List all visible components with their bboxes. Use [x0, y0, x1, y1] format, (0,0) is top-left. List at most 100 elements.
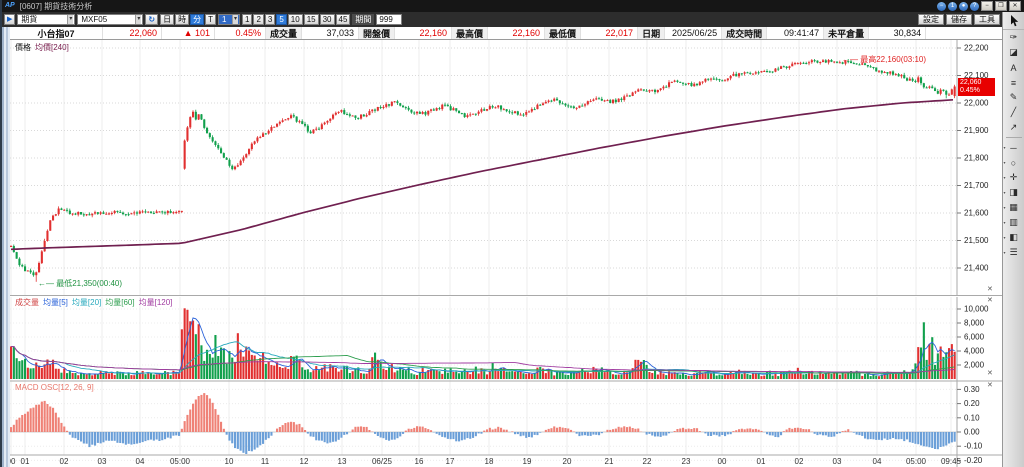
market-select-value: 期貨	[21, 15, 38, 24]
svg-text:6,000: 6,000	[964, 333, 985, 342]
line-style-icon[interactable]: ≡	[1010, 77, 1017, 88]
svg-text:03: 03	[98, 457, 107, 466]
left-splitter[interactable]	[2, 12, 10, 467]
range-input[interactable]: 999	[376, 14, 403, 25]
low-annotation: ←— 最低21,350(00:40)	[38, 279, 123, 288]
minimize-button[interactable]: −	[981, 1, 993, 11]
cursor-arrow-icon[interactable]	[1003, 12, 1024, 30]
settings-button[interactable]: 設定	[918, 14, 944, 25]
interval-button-5[interactable]: 5	[276, 14, 287, 25]
svg-text:17: 17	[446, 457, 455, 466]
price-legend-label: 價格	[15, 43, 31, 52]
volume-legend-item: 成交量	[15, 298, 39, 307]
last-price-tag-pct: 0.45%	[960, 87, 980, 94]
interval-button-45[interactable]: 45	[335, 14, 351, 25]
pane-close-icon-3[interactable]: ✕	[987, 370, 993, 377]
svg-text:21,800: 21,800	[964, 154, 989, 163]
interval-button-30[interactable]: 30	[319, 14, 335, 25]
arrow-tool-icon[interactable]: ↗	[1009, 122, 1018, 132]
last-price-tag: 22,060 0.45%	[958, 78, 995, 96]
play-button[interactable]: ▶	[4, 14, 16, 25]
svg-text:05:00: 05:00	[170, 457, 191, 466]
interval-button-1[interactable]: 1	[241, 14, 253, 25]
titlebar-round-button-3[interactable]: ●	[959, 1, 968, 11]
brush-tool-icon[interactable]: ✎	[1009, 92, 1018, 102]
contract-select[interactable]: MXF05 ▾	[77, 14, 144, 25]
svg-text:04: 04	[873, 457, 882, 466]
candles	[10, 59, 956, 379]
volume-pane-legend: 成交量 均量[5] 均量[20] 均量[60] 均量[120]	[15, 297, 176, 308]
quote-field-label: 開盤價	[359, 27, 396, 39]
lasso-tool-icon[interactable]: ✑	[1009, 32, 1018, 42]
range-label: 期間	[352, 14, 375, 25]
text-tool-icon[interactable]: A	[1010, 62, 1017, 73]
quote-field-label: 成交時間	[722, 27, 768, 39]
trendline-tool-icon[interactable]: ╱	[1010, 107, 1017, 117]
quote-field-label: 日期	[638, 27, 666, 39]
svg-text:09:45: 09:45	[941, 457, 962, 466]
quote-field-value: 09:41:47	[767, 27, 825, 39]
titlebar-round-button-2[interactable]: 1	[948, 1, 957, 11]
pin-tool-icon[interactable]: ▾ ✛	[1003, 172, 1018, 182]
list-tool-icon[interactable]: ▾ ☰	[1003, 247, 1018, 257]
pane-close-icon-2[interactable]: ✕	[987, 297, 993, 304]
svg-text:22,100: 22,100	[964, 71, 989, 80]
color-block-icon[interactable]: ▾ ◨	[1003, 187, 1018, 197]
svg-text:16: 16	[415, 457, 424, 466]
pane-close-icon-4[interactable]: ✕	[987, 382, 993, 389]
chevron-down-icon: ▾	[67, 15, 74, 24]
hline-tool-icon[interactable]: ▾ ─	[1003, 142, 1017, 153]
time-axis: 00 01 02 03 04 05:00 10 11 12 13 06/25 16 17 18 19 20 21…	[7, 457, 962, 466]
pane-close-icon-1[interactable]: ✕	[987, 286, 993, 293]
unit-select[interactable]: 1 ▾	[217, 14, 240, 25]
titlebar[interactable]: AP [0607] 期貨技術分析 −1 ●? − ❐ ✕	[2, 0, 1024, 12]
unit-select-value: 1	[221, 15, 227, 24]
ellipse-tool-icon[interactable]: ▾ ○	[1003, 157, 1017, 168]
svg-text:21,700: 21,700	[964, 181, 989, 190]
svg-text:21: 21	[605, 457, 614, 466]
last-price-tag-price: 22,060	[960, 79, 982, 86]
interval-button-15[interactable]: 15	[303, 14, 319, 25]
volume-ma120-line	[10, 345, 955, 373]
interval-button-10[interactable]: 10	[287, 14, 303, 25]
svg-text:02: 02	[60, 457, 69, 466]
svg-text:-0.10: -0.10	[964, 442, 983, 451]
svg-text:0.10: 0.10	[964, 413, 980, 422]
period-button-分[interactable]: 分	[190, 14, 205, 25]
svg-text:12: 12	[300, 457, 309, 466]
interval-button-2[interactable]: 2	[253, 14, 264, 25]
svg-text:10,000: 10,000	[964, 305, 989, 314]
last-price: 22,060	[103, 27, 162, 39]
volume-ma5-line	[10, 317, 955, 376]
high-annotation: ←— 最高22,160(03:10)	[842, 55, 927, 64]
titlebar-round-button-4[interactable]: ?	[970, 1, 979, 11]
svg-text:22: 22	[643, 457, 652, 466]
save-button[interactable]: 儲存	[946, 14, 972, 25]
bars-tool-icon[interactable]: ▾ ▥	[1003, 217, 1018, 227]
period-button-時[interactable]: 時	[175, 14, 190, 25]
volume-ma20-line	[10, 341, 955, 374]
market-select[interactable]: 期貨 ▾	[17, 14, 76, 25]
chart-image-icon[interactable]: ▾ ▦	[1003, 202, 1018, 212]
volume-legend-item: 均量[5]	[43, 298, 68, 307]
interval-button-3[interactable]: 3	[264, 14, 276, 25]
period-button-日[interactable]: 日	[160, 14, 175, 25]
period-button-T[interactable]: T	[205, 14, 216, 25]
svg-text:21,600: 21,600	[964, 209, 989, 218]
eraser-tool-icon[interactable]: ◪	[1009, 47, 1018, 57]
quote-bar: 小台指07 22,060 ▲ 101 0.45% 成交量 37,033 開盤價 22,…	[10, 27, 1004, 40]
contract-select-value: MXF05	[81, 15, 108, 24]
paint-tool-icon[interactable]: ▾ ◧	[1003, 232, 1018, 242]
price-axis: 22,200 22,100 22,000 21,900 21,800 21,700 21,6…	[957, 44, 989, 465]
refresh-icon[interactable]: ↻	[145, 14, 159, 25]
tools-button[interactable]: 工具	[974, 14, 1000, 25]
close-button[interactable]: ✕	[1009, 1, 1021, 11]
titlebar-round-button-1[interactable]: −	[937, 1, 946, 11]
quote-field-label: 成交量	[266, 27, 303, 39]
quote-field-label: 最高價	[452, 27, 489, 39]
macd-legend: MACD OSC[12, 26, 9]	[15, 383, 94, 392]
svg-text:03: 03	[833, 457, 842, 466]
restore-button[interactable]: ❐	[995, 1, 1007, 11]
svg-text:8,000: 8,000	[964, 319, 985, 328]
